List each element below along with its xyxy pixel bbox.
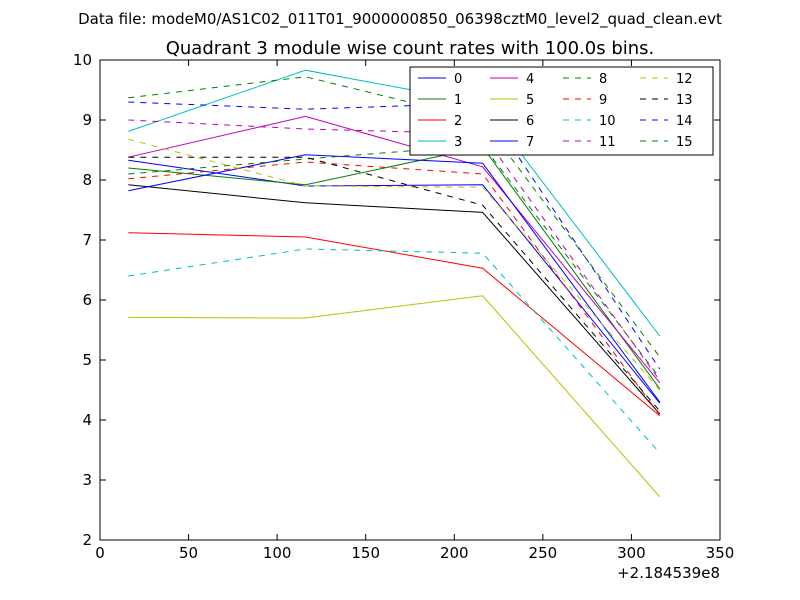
legend-label-0: 0 [454, 72, 462, 87]
series-line-7 [128, 154, 661, 403]
x-tick-label: 150 [351, 544, 380, 562]
series-line-0 [128, 159, 661, 404]
x-tick-label: 100 [263, 544, 292, 562]
y-tick-label: 3 [82, 471, 92, 489]
x-tick-label: 250 [529, 544, 558, 562]
chart-title: Quadrant 3 module wise count rates with … [166, 38, 655, 59]
series-line-11 [128, 119, 661, 381]
legend-box [409, 66, 714, 156]
series-line-13 [128, 156, 661, 412]
legend-label-1: 1 [454, 93, 462, 108]
legend-label-5: 5 [526, 93, 534, 108]
y-tick-label: 2 [82, 531, 92, 549]
y-tick-label: 5 [82, 351, 92, 369]
legend-label-13: 13 [676, 93, 693, 108]
legend-label-14: 14 [676, 114, 693, 129]
series-layer [128, 69, 661, 498]
legend-label-2: 2 [454, 114, 462, 129]
y-tick-label: 7 [82, 231, 92, 249]
series-line-14 [128, 101, 661, 370]
legend-label-4: 4 [526, 72, 534, 87]
legend-label-12: 12 [676, 72, 693, 87]
y-tick-label: 9 [82, 111, 92, 129]
series-line-2 [128, 232, 661, 417]
series-line-12 [128, 138, 661, 391]
series-line-5 [128, 295, 661, 498]
y-tick-label: 6 [82, 291, 92, 309]
series-line-6 [128, 184, 661, 415]
chart-suptitle: Data file: modeM0/AS1C02_011T01_90000008… [78, 10, 722, 29]
series-line-9 [128, 161, 661, 416]
x-offset-label: +2.184539e8 [617, 564, 720, 582]
series-line-10 [128, 248, 661, 454]
legend-label-3: 3 [454, 135, 462, 150]
x-tick-label: 300 [617, 544, 646, 562]
x-tick-label: 350 [706, 544, 735, 562]
x-tick-label: 0 [95, 544, 105, 562]
series-line-15 [128, 76, 661, 358]
series-line-3 [128, 69, 661, 337]
y-tick-label: 10 [73, 51, 92, 69]
legend-label-8: 8 [599, 72, 607, 87]
legend-label-6: 6 [526, 114, 534, 129]
y-tick-label: 8 [82, 171, 92, 189]
legend-label-7: 7 [526, 135, 534, 150]
series-line-4 [128, 115, 661, 384]
legend-label-11: 11 [599, 135, 616, 150]
legend-label-15: 15 [676, 135, 693, 150]
series-line-8 [128, 144, 661, 379]
legend-label-9: 9 [599, 93, 607, 108]
legend-label-10: 10 [599, 114, 616, 129]
x-tick-label: 200 [440, 544, 469, 562]
y-tick-label: 4 [82, 411, 92, 429]
x-tick-label: 50 [179, 544, 198, 562]
series-line-1 [128, 146, 661, 390]
